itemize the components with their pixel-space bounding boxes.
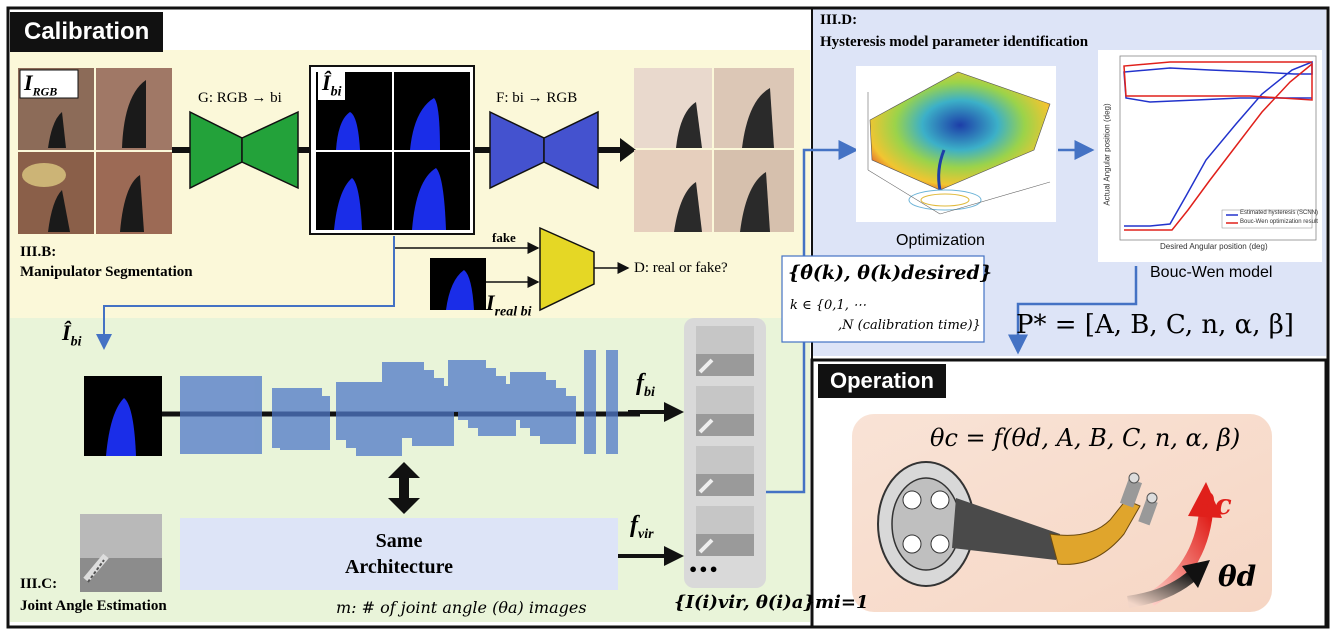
m-note: m: # of joint angle (θa) images: [336, 598, 587, 617]
cnn-layers: [180, 350, 618, 456]
hysteresis-title: III.D:: [820, 12, 858, 28]
section-b-title: III.B:: [20, 244, 57, 260]
outer-border: [6, 6, 1330, 629]
inverse-decoder: [543, 110, 599, 190]
bouc-wen-label: Bouc-Wen model: [1150, 264, 1273, 281]
theta-set-line3: ,N (calibration time)}: [838, 318, 981, 333]
theta-d-label: θd: [1218, 560, 1257, 593]
generator-label: G: RGB → bi: [198, 90, 282, 106]
same-architecture-box: [180, 518, 618, 590]
bouc-wen-plot: [1098, 50, 1322, 262]
plot-legend-2: Bouc-Wen optimization result: [1240, 219, 1318, 225]
theta-set-line2: k ∈ {0,1, ⋯: [790, 298, 866, 313]
rgb-image-label: IRGB: [24, 70, 58, 99]
section-c-title: III.C:: [20, 576, 58, 592]
same-architecture-arrow: [388, 462, 420, 514]
section-b-name: Manipulator Segmentation: [20, 264, 193, 280]
operation-formula: θc = f(θd, A, B, C, n, α, β): [930, 424, 1241, 452]
virtual-set-label: {I(i)vir, θ(i)a}mi=1: [674, 592, 869, 613]
plot-x-axis-label: Desired Angular position (deg): [1160, 242, 1268, 251]
f-vir-label: fvir: [630, 512, 654, 542]
p-star-formula: P* = [A, B, C, n, α, β]: [1016, 310, 1294, 340]
plot-legend-1: Estimated hysteresis (SCNN): [1240, 210, 1319, 216]
same-architecture-label: Same Architecture: [344, 530, 454, 578]
virtual-image: [80, 514, 162, 592]
rgb-image-grid: [18, 68, 172, 234]
optimization-label: Optimization: [896, 232, 985, 249]
operation-title: Operation: [818, 364, 946, 398]
optimization-surface-plot: [856, 66, 1056, 222]
fake-label: fake: [492, 230, 516, 245]
generator-decoder: [241, 110, 299, 190]
section-c-name: Joint Angle Estimation: [20, 598, 167, 614]
theta-set-box: [781, 255, 985, 343]
inverse-label: F: bi → RGB: [496, 90, 578, 106]
theta-set-line1: {θ̂(k), θ(k)desired}: [788, 262, 992, 284]
calibration-title: Calibration: [10, 12, 164, 52]
theta-c-label: θc: [1196, 488, 1232, 521]
f-bi-label: fbi: [636, 370, 655, 400]
real-image-label: Ireal bi: [486, 290, 532, 320]
hysteresis-subtitle: Hysteresis model parameter identificatio…: [820, 34, 1089, 50]
discriminator-label: D: real or fake?: [634, 260, 728, 276]
reconstructed-rgb-grid: [634, 68, 794, 232]
virtual-thumbnails: [696, 326, 754, 556]
binary-hat-label: Îbi: [318, 70, 346, 101]
plot-y-axis-label: Actual Angular position (deg): [1102, 103, 1112, 206]
ellipsis: •••: [688, 560, 719, 579]
manipulator-figure: [852, 414, 1272, 612]
discriminator: [539, 226, 595, 312]
input-hat-label: Îbi: [62, 320, 82, 350]
